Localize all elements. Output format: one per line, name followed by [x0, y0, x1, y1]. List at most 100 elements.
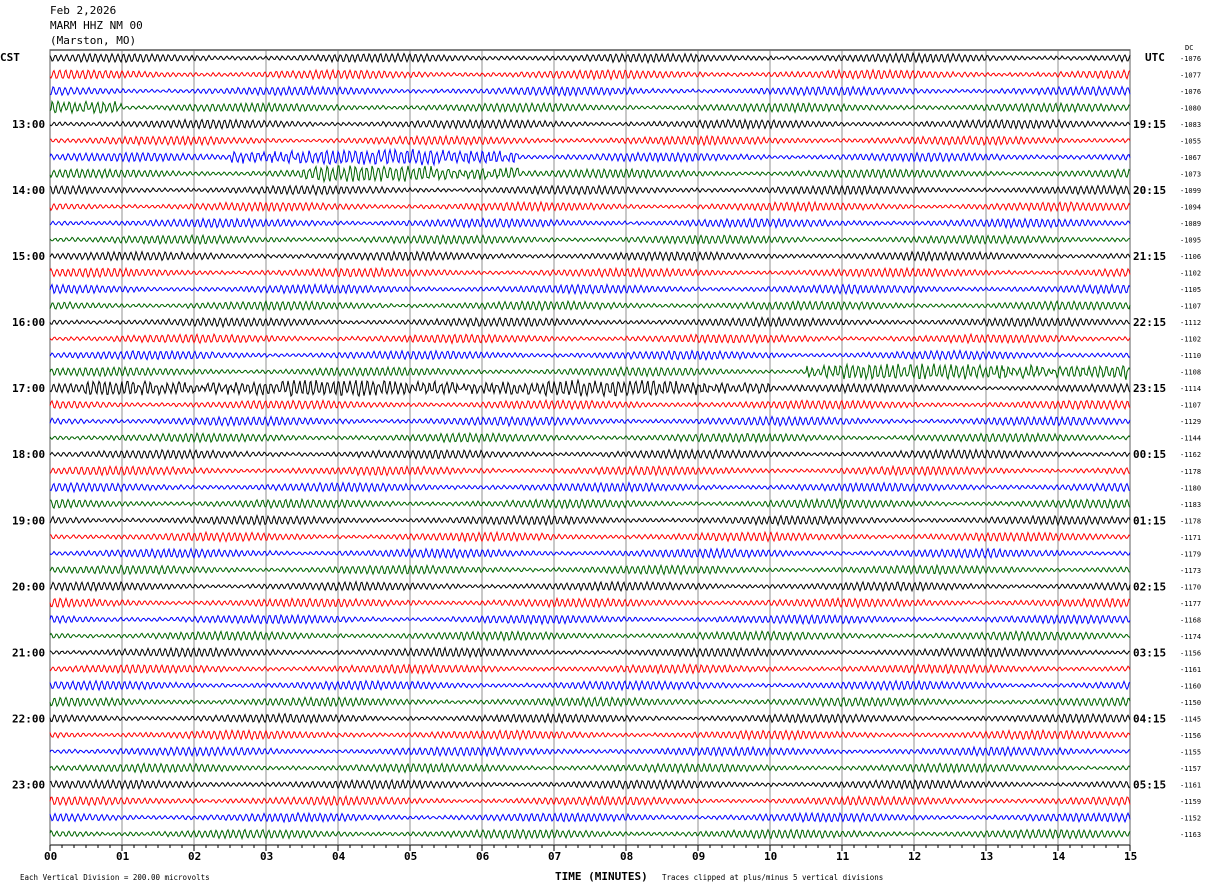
dc-offset-label: -1163: [1180, 831, 1201, 839]
seismic-trace: [49, 464, 1130, 477]
dc-offset-label: -1114: [1180, 385, 1201, 393]
dc-offset-label: -1055: [1180, 138, 1201, 146]
dc-offset-label: -1161: [1180, 666, 1201, 674]
x-tick-label: 08: [620, 850, 633, 863]
utc-hour-label: 19:15: [1133, 118, 1166, 131]
dc-offset-label: -1077: [1180, 72, 1201, 80]
seismic-trace: [49, 794, 1131, 807]
dc-offset-label: -1171: [1180, 534, 1201, 542]
dc-offset-label: -1173: [1180, 567, 1201, 575]
seismic-trace: [49, 134, 1131, 147]
x-axis-title: TIME (MINUTES): [555, 870, 648, 883]
cst-hour-label: 15:00: [12, 250, 45, 263]
seismic-trace: [49, 266, 1131, 279]
dc-offset-label: -1129: [1180, 418, 1201, 426]
dc-offset-label: -1095: [1180, 237, 1201, 245]
x-tick-label: 05: [404, 850, 417, 863]
dc-offset-label: -1073: [1180, 171, 1201, 179]
cst-hour-label: 18:00: [12, 448, 45, 461]
seismic-trace: [49, 200, 1131, 213]
dc-offset-label: -1177: [1180, 600, 1201, 608]
seismic-trace: [49, 217, 1131, 229]
seismic-trace: [49, 348, 1131, 362]
dc-offset-label: -1168: [1180, 616, 1201, 624]
seismic-trace: [49, 250, 1131, 262]
dc-offset-label: -1110: [1180, 352, 1201, 360]
seismic-trace: [49, 497, 1131, 510]
x-tick-label: 02: [188, 850, 201, 863]
cst-hour-label: 20:00: [12, 580, 45, 593]
utc-hour-label: 21:15: [1133, 250, 1166, 263]
seismic-trace: [49, 712, 1131, 725]
plot-frame: [49, 49, 1131, 846]
seismic-trace: [49, 316, 1131, 329]
seismic-trace: [49, 596, 1131, 609]
dc-offset-label: -1067: [1180, 154, 1201, 162]
dc-offset-label: -1160: [1180, 682, 1201, 690]
seismic-trace: [49, 530, 1131, 543]
dc-offset-label: -1080: [1180, 105, 1201, 113]
location-label: (Marston, MO): [50, 34, 137, 47]
seismic-trace: [49, 99, 1131, 115]
seismic-trace: [49, 299, 1131, 312]
dc-offset-label: -1159: [1180, 798, 1201, 806]
cst-hour-label: 19:00: [12, 514, 45, 527]
seismic-trace: [49, 696, 1131, 708]
seismic-trace: [49, 415, 1131, 428]
seismic-trace: [49, 431, 1131, 444]
seismic-trace: [49, 378, 1131, 398]
seismic-trace: [49, 448, 1131, 461]
dc-offset-label: -1099: [1180, 187, 1201, 195]
cst-hour-label: 14:00: [12, 184, 45, 197]
dc-offset-label: -1144: [1180, 435, 1201, 443]
utc-hour-label: 05:15: [1133, 778, 1166, 791]
seismic-trace: [49, 613, 1131, 626]
dc-offset-label: -1094: [1180, 204, 1201, 212]
dc-offset-label: -1076: [1180, 88, 1201, 96]
seismic-trace: [49, 481, 1131, 494]
dc-offset-label: -1152: [1180, 814, 1201, 822]
seismic-trace: [49, 828, 1131, 840]
seismic-trace: [49, 745, 1131, 758]
seismic-trace: [49, 68, 1131, 81]
cst-hour-label: 21:00: [12, 646, 45, 659]
seismic-trace: [49, 147, 1131, 167]
date-label: Feb 2,2026: [50, 4, 117, 17]
x-tick-label: 12: [908, 850, 921, 863]
utc-hour-label: 22:15: [1133, 316, 1166, 329]
x-tick-label: 01: [116, 850, 130, 863]
utc-hour-label: 03:15: [1133, 646, 1166, 659]
cst-axis-title: CST: [0, 51, 20, 64]
dc-offset-label: -1178: [1180, 517, 1201, 525]
utc-hour-label: 20:15: [1133, 184, 1166, 197]
dc-offset-label: -1108: [1180, 369, 1201, 377]
x-tick-label: 14: [1052, 850, 1066, 863]
seismic-trace: [49, 646, 1131, 659]
utc-hour-label: 04:15: [1133, 712, 1166, 725]
x-tick-label: 11: [836, 850, 850, 863]
cst-hour-label: 17:00: [12, 382, 45, 395]
dc-offset-label: -1107: [1180, 303, 1201, 311]
seismic-trace: [49, 85, 1131, 98]
dc-offset-label: -1106: [1180, 253, 1201, 261]
dc-offset-label: -1179: [1180, 550, 1201, 558]
dc-offset-label: -1170: [1180, 583, 1201, 591]
dc-offset-label: -1156: [1180, 732, 1201, 740]
cst-hour-label: 13:00: [12, 118, 45, 131]
seismic-trace: [49, 778, 1131, 791]
x-tick-label: 03: [260, 850, 273, 863]
dc-offset-label: -1155: [1180, 748, 1201, 756]
utc-hour-label: 23:15: [1133, 382, 1166, 395]
x-tick-label: 06: [476, 850, 490, 863]
x-tick-label: 07: [548, 850, 561, 863]
dc-offset-label: -1102: [1180, 270, 1201, 278]
cst-hour-label: 23:00: [12, 778, 45, 791]
scale-note: Each Vertical Division = 200.00 microvol…: [20, 873, 210, 882]
x-tick-label: 04: [332, 850, 346, 863]
dc-offset-label: -1156: [1180, 649, 1201, 657]
seismic-trace: [49, 811, 1131, 824]
seismic-trace: [49, 164, 1131, 184]
utc-hour-label: 02:15: [1133, 580, 1166, 593]
clip-note: Traces clipped at plus/minus 5 vertical …: [662, 873, 883, 882]
